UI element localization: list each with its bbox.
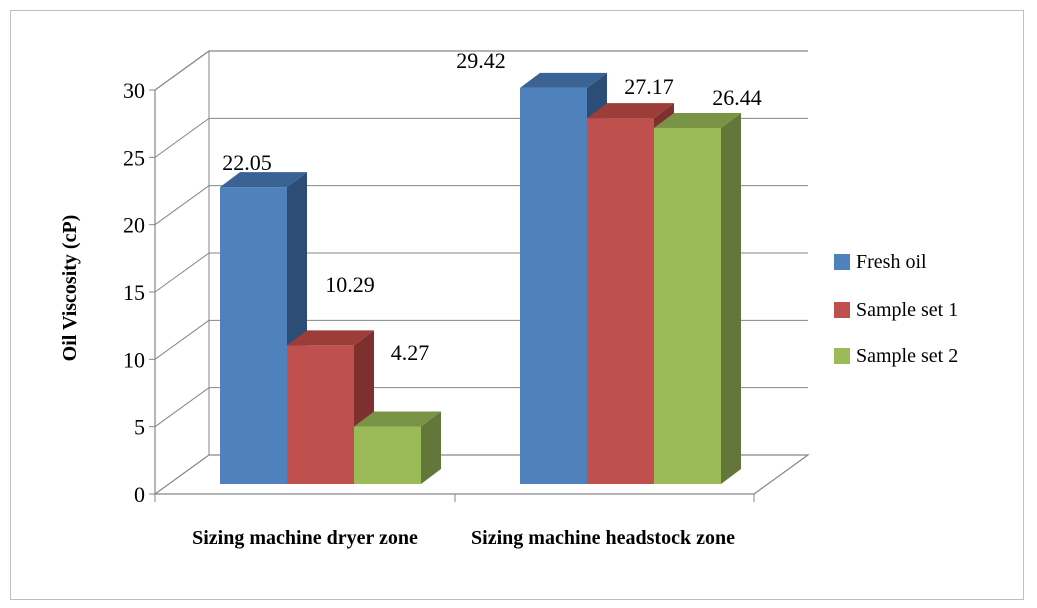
data-label: 26.44	[712, 85, 762, 110]
legend-swatch	[834, 348, 850, 364]
y-axis-label: Oil Viscosity (cP)	[59, 215, 81, 362]
bar-front-face	[220, 187, 287, 484]
data-label: 27.17	[624, 74, 674, 99]
y-tick-label: 10	[123, 347, 145, 372]
bar-side-face	[721, 112, 741, 485]
data-label: 29.42	[456, 48, 506, 73]
bar-front-face	[654, 127, 721, 485]
y-tick-label: 30	[123, 78, 145, 103]
bar-front-face	[354, 426, 421, 484]
bar-front-face	[520, 87, 587, 485]
floor	[153, 454, 810, 495]
bars	[220, 72, 741, 485]
legend-entry: Sample set 2	[856, 345, 958, 367]
bar-front-face	[287, 345, 354, 484]
bar-top-face	[654, 112, 741, 128]
gridline-side	[154, 252, 210, 293]
bar-sample-set-2-headstock	[654, 112, 741, 485]
gridline-side	[154, 117, 210, 158]
bar-fresh-oil-dryer	[220, 172, 307, 484]
bar-sample-set-2-dryer	[354, 411, 441, 484]
gridline-side	[154, 387, 210, 428]
legend-swatch	[834, 254, 850, 270]
bar-side-face	[421, 411, 441, 484]
bar-top-face	[520, 72, 607, 88]
chart-frame	[10, 10, 1024, 600]
legend: Fresh oil Sample set 1 Sample set 2	[834, 251, 958, 367]
legend-swatch	[834, 302, 850, 318]
gridline-side	[154, 185, 210, 226]
y-tick-label: 5	[134, 415, 145, 440]
y-axis: 0 5 10 15 20 25 30	[123, 78, 755, 507]
data-label: 22.05	[222, 150, 272, 175]
legend-entry: Fresh oil	[856, 251, 927, 273]
bar-front-face	[587, 118, 654, 484]
data-label: 10.29	[325, 272, 375, 297]
bar-top-face	[287, 330, 374, 346]
bar-top-face	[220, 172, 307, 188]
bar-top-face	[587, 103, 674, 119]
category-label-dryer-zone: Sizing machine dryer zone	[192, 527, 418, 549]
y-tick-label: 0	[134, 482, 145, 507]
data-label: 4.27	[391, 340, 430, 365]
y-tick-label: 25	[123, 145, 145, 170]
legend-entry: Sample set 1	[856, 299, 958, 321]
gridline-side	[154, 50, 210, 91]
y-tick-label: 20	[123, 213, 145, 238]
gridline-side	[154, 319, 210, 360]
y-tick-label: 15	[123, 280, 145, 305]
data-labels: 22.05 10.29 4.27 29.42 27.17 26.44	[222, 48, 762, 365]
category-label-headstock-zone: Sizing machine headstock zone	[471, 527, 735, 549]
bar-top-face	[354, 411, 441, 427]
